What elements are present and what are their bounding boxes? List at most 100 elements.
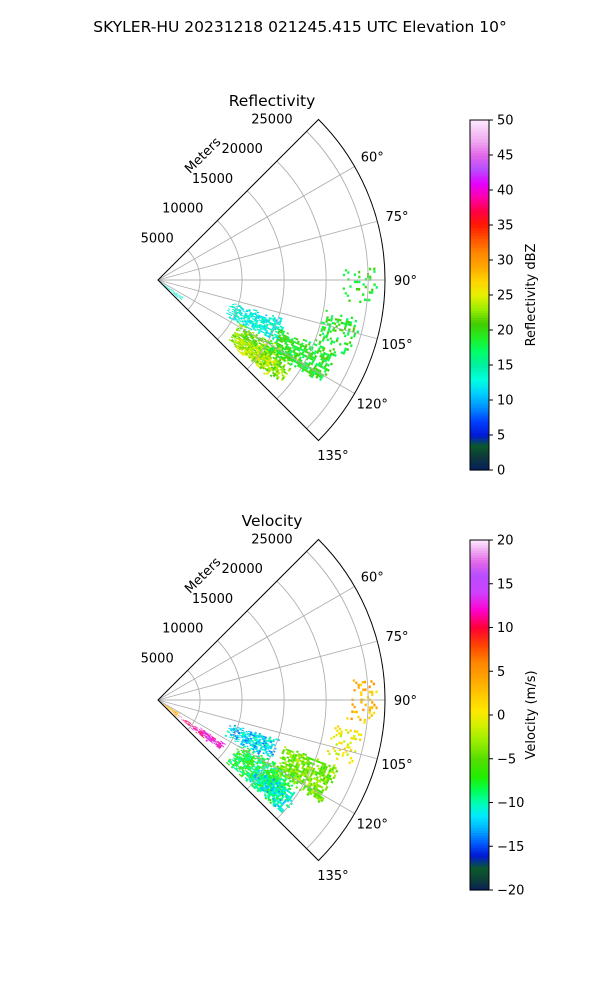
echo-gate (313, 784, 317, 788)
echo-gate (274, 798, 278, 802)
echo-gate (319, 377, 323, 381)
echo-gate (304, 354, 308, 358)
echo-gate (241, 339, 245, 343)
range-tick-label: 25000 (251, 532, 292, 547)
echo-gate (306, 788, 310, 792)
echo-gate (342, 751, 345, 755)
echo-gate (253, 774, 257, 777)
echo-gate (254, 317, 258, 320)
echo-gate (255, 750, 259, 753)
colorbar-segment (470, 860, 489, 864)
echo-gate (176, 296, 179, 298)
echo-gate (273, 743, 276, 747)
echo-gate (297, 769, 301, 772)
echo-gate (357, 715, 360, 719)
echo-gate (235, 753, 238, 756)
colorbar-segment (470, 397, 489, 401)
colorbar-segment (470, 862, 489, 866)
echo-gate (165, 285, 168, 287)
echo-gate (308, 374, 312, 378)
colorbar-tick-label: −15 (497, 840, 524, 855)
echo-gate (269, 768, 273, 772)
echo-gate (364, 688, 367, 691)
echo-gate (329, 352, 333, 356)
echo-gate (309, 782, 313, 786)
echo-gate (228, 305, 232, 308)
echo-gate (308, 356, 312, 360)
echo-gate (289, 755, 293, 758)
colorbar-segment (470, 887, 489, 891)
echo-gate (280, 378, 284, 382)
echo-gate (359, 683, 362, 687)
echo-gate (320, 375, 324, 379)
echo-gate (275, 776, 278, 779)
echo-gate (271, 790, 275, 794)
echo-gate (314, 773, 318, 777)
echo-gate (284, 778, 288, 781)
echo-gate (244, 346, 247, 350)
echo-gate (303, 767, 306, 771)
colorbar-segment (470, 610, 489, 614)
echo-gate (241, 734, 245, 737)
colorbar-segment (470, 565, 489, 569)
echo-gate (323, 356, 327, 360)
echo-gate (286, 783, 289, 787)
echo-gate (255, 360, 259, 364)
echo-gate (294, 351, 297, 355)
echo-gate (275, 367, 279, 371)
echo-gate (269, 328, 272, 331)
echo-gate (297, 763, 301, 766)
echo-gate (272, 740, 275, 743)
echo-gate (308, 784, 312, 788)
colorbar-segment (470, 187, 489, 191)
echo-gate (283, 762, 287, 765)
echo-gate (209, 737, 212, 740)
echo-gate (251, 340, 254, 344)
echo-gate (236, 756, 239, 759)
echo-gate (260, 745, 264, 748)
echo-gate (257, 316, 260, 318)
colorbar-segment (470, 167, 489, 171)
echo-gate (325, 335, 328, 339)
echo-gate (270, 744, 274, 747)
echo-gate (187, 723, 190, 726)
echo-gate (310, 375, 314, 379)
colorbar-segment (470, 832, 489, 836)
colorbar-segment (470, 630, 489, 634)
echo-gate (263, 324, 267, 327)
echo-gate (279, 325, 283, 328)
colorbar-segment (470, 600, 489, 604)
colorbar-segment (470, 307, 489, 311)
echo-gate (176, 295, 179, 298)
echo-gate (323, 326, 327, 329)
echo-gate (173, 292, 176, 295)
echo-gate (259, 736, 263, 738)
echo-gate (209, 739, 213, 742)
echo-gate (176, 712, 179, 714)
echo-gate (323, 351, 326, 355)
echo-gate (259, 344, 263, 347)
echo-gate (261, 364, 264, 367)
echo-gate (238, 767, 241, 771)
echo-gate (279, 766, 283, 769)
echo-gate (272, 363, 276, 366)
echo-gate (245, 741, 249, 744)
echo-gate (229, 314, 233, 317)
colorbar-segment (470, 572, 489, 576)
echo-gate (318, 342, 321, 346)
echo-gate (234, 761, 238, 764)
echo-gate (254, 738, 257, 741)
echo-gate (313, 366, 317, 370)
echo-gate (313, 352, 317, 355)
echo-gate (168, 288, 170, 291)
echo-gate (302, 344, 305, 348)
echo-gate (168, 708, 171, 710)
colorbar-segment (470, 125, 489, 129)
echo-gate (245, 322, 248, 325)
echo-gate (168, 707, 171, 710)
echo-gate (244, 314, 247, 317)
echo-gate (324, 367, 328, 371)
echo-gate (328, 752, 331, 756)
echo-gate (265, 787, 269, 791)
echo-gate (233, 317, 236, 319)
